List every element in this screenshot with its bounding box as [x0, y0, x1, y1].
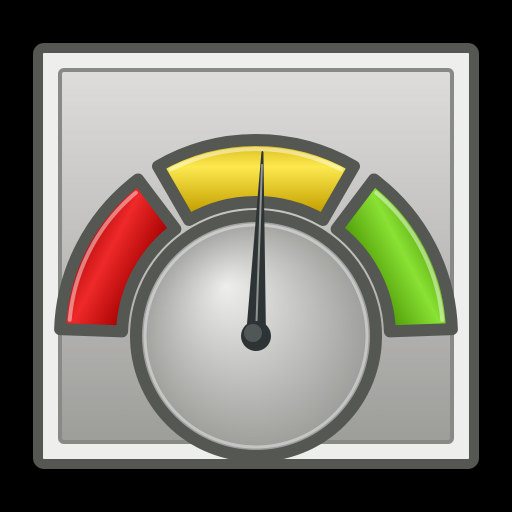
gauge-segment-yellow: [158, 140, 354, 220]
gauge-icon: [0, 0, 512, 512]
gauge-needle-hub-highlight: [244, 324, 262, 342]
